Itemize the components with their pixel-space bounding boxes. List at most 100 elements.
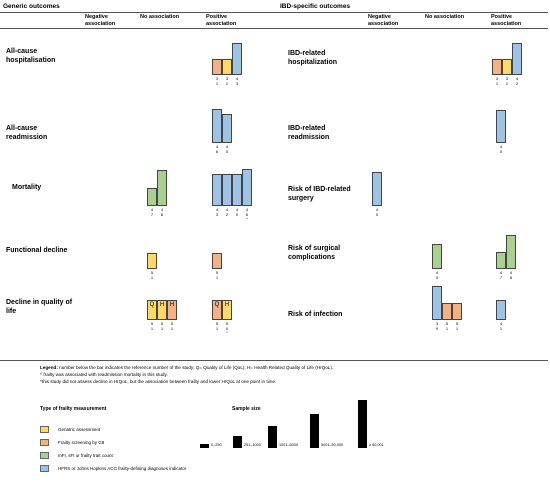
- bar-lm-pos-4: [242, 169, 252, 206]
- legend-note: Legend: number below the bar indicates t…: [40, 365, 540, 371]
- sample-size-label: 1001–5000: [279, 443, 299, 447]
- bar-rr-pos-1: [496, 110, 506, 143]
- left-negative-header: Negative association: [85, 14, 116, 27]
- row-label-surgical-complications: Risk of surgical complications: [288, 245, 341, 261]
- bar-rh-pos-2: [502, 59, 512, 75]
- reference-number: 3 9: [435, 321, 439, 331]
- notes-divider: [0, 360, 548, 361]
- bar-ri-none-2: [442, 303, 452, 320]
- reference-number: 4 2: [515, 76, 519, 86]
- legend-swatch-orange: [40, 439, 49, 446]
- sample-size-label: ≥ 50,001: [369, 443, 384, 447]
- bar-ri-none-1: [432, 286, 442, 320]
- reference-number: 3 1: [225, 76, 229, 86]
- bar-rc-pos-2: [506, 235, 516, 269]
- legend-swatch-green: [40, 452, 49, 459]
- bar-rh-pos-1: [492, 59, 502, 75]
- sample-size-label: 5001–50,000: [321, 443, 344, 447]
- bar-lm-pos-3: [232, 174, 242, 206]
- left-positive-header: Positive association: [206, 14, 237, 27]
- sample-size-title: Sample size: [232, 406, 261, 412]
- reference-number: 4 7: [150, 207, 154, 217]
- reference-number: 4 2: [225, 207, 229, 217]
- bar-lf-pos-1: [212, 253, 222, 269]
- legend-swatch-yellow: [40, 426, 49, 433]
- bar-lq-pos-2: H: [222, 300, 232, 320]
- row-label-all-cause-hospitalisation: All-cause hospitalisation: [6, 48, 56, 64]
- bar-letter: Q: [149, 302, 155, 308]
- row-label-mortality: Mortality: [12, 184, 42, 191]
- reference-number: 3 1: [505, 76, 509, 86]
- bar-lm-none-2: [157, 170, 167, 206]
- bar-rs-neg-1: [372, 172, 382, 206]
- reference-number: 5 0 *: [225, 321, 229, 336]
- legend-label: Frailty screening by G8: [58, 440, 105, 445]
- reference-number: 5 1: [150, 270, 154, 280]
- bar-letter: H: [159, 302, 165, 308]
- reference-number: 5 1: [160, 321, 164, 331]
- reference-number: 4 3: [215, 207, 219, 217]
- generic-outcomes-header: Generic outcomes: [3, 3, 60, 10]
- reference-number: 3 1: [215, 76, 219, 86]
- bar-lq-neg-2: H: [157, 300, 167, 320]
- bar-ri-pos-1: [496, 300, 506, 320]
- right-negative-header: Negative association: [368, 14, 399, 27]
- reference-number: 5 1: [455, 321, 459, 331]
- reference-number: 4 6: [215, 144, 219, 154]
- reference-number: 4 0: [375, 207, 379, 217]
- reference-number: 4 1: [499, 321, 503, 331]
- bar-lh-pos-2: [222, 59, 232, 75]
- bar-lr-pos-2: [222, 114, 232, 143]
- row-label-ibd-hospitalization: IBD-related hospitalization: [288, 50, 337, 66]
- star-note: *this study did not assess decline in Hr…: [40, 379, 277, 384]
- reference-number: 4 3: [235, 76, 239, 86]
- sample-size-bar-3: [268, 426, 277, 448]
- reference-number: 3 1: [495, 76, 499, 86]
- bar-lh-pos-1: [212, 59, 222, 75]
- bar-letter: H: [169, 302, 175, 308]
- bar-lq-neg-1: Q: [147, 300, 157, 320]
- bar-lr-pos-1: [212, 109, 222, 143]
- bar-rc-pos-1: [496, 252, 506, 269]
- reference-number: 4 8: [160, 207, 164, 217]
- reference-number: 4 6 ^: [245, 207, 249, 222]
- legend-label: Geriatric assessment: [58, 427, 101, 432]
- legend-note-label: Legend:: [40, 365, 58, 370]
- reference-number: 4 0: [235, 207, 239, 217]
- legend-label: HFRS or Johns Hopkins ACG frailty-defini…: [58, 466, 187, 471]
- sample-size-bar-1: [200, 444, 209, 448]
- row-label-decline-quality-of-life: Decline in quality of life: [6, 299, 73, 315]
- row-label-all-cause-readmission: All-cause readmission: [6, 125, 48, 141]
- reference-number: 4 0: [225, 144, 229, 154]
- row-label-functional-decline: Functional decline: [6, 247, 68, 254]
- legend-label: mFI, sFI or frailty trait count: [58, 453, 113, 458]
- bar-lq-pos-1: Q: [212, 300, 222, 320]
- bar-rc-none-1: [432, 244, 442, 269]
- sample-size-label: 0–250: [211, 443, 222, 447]
- row-label-ibd-readmission: IBD-related readmission: [288, 125, 330, 141]
- bar-lq-neg-3: H: [167, 300, 177, 320]
- legend-swatch-blue: [40, 465, 49, 472]
- sample-size-label: 251–1000: [244, 443, 261, 447]
- right-none-header: No association: [425, 14, 465, 20]
- reference-number: 4 0: [499, 144, 503, 154]
- legend-note-text: number below the bar indicates the refer…: [57, 365, 334, 370]
- bar-letter: Q: [214, 302, 220, 308]
- bar-rh-pos-3: [512, 43, 522, 75]
- bar-lm-none-1: [147, 188, 157, 206]
- reference-number: 5 1: [170, 321, 174, 331]
- reference-number: 4 8: [509, 270, 513, 280]
- caret-note: ^ frailty was associated with readmissio…: [40, 372, 168, 377]
- header-divider: [0, 28, 548, 29]
- reference-number: 5 1: [215, 270, 219, 280]
- row-label-risk-of-infection: Risk of infection: [288, 311, 343, 318]
- right-positive-header: Positive association: [491, 14, 522, 27]
- sample-size-bar-5: [358, 400, 367, 448]
- left-none-header: No association: [140, 14, 180, 20]
- sample-size-bar-2: [233, 436, 242, 448]
- row-label-ibd-surgery: Risk of IBD-related surgery: [288, 186, 351, 202]
- bar-lm-pos-2: [222, 174, 232, 206]
- top-divider: [0, 12, 548, 13]
- reference-number: 5 1: [215, 321, 219, 331]
- frailty-legend-title: Type of frailty measurement: [40, 406, 107, 412]
